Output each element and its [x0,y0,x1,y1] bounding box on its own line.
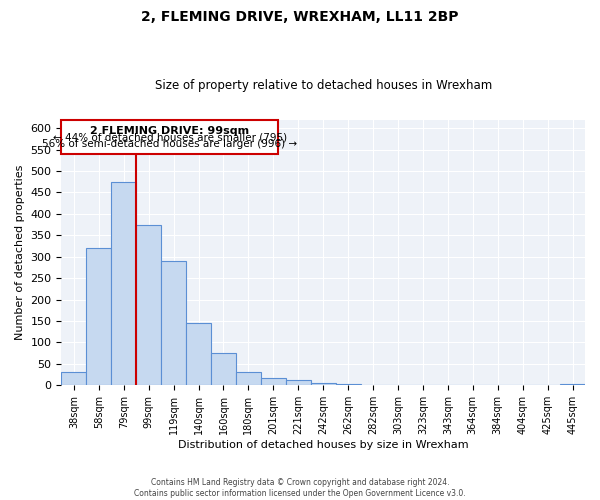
Bar [111,182,136,386]
Bar [61,372,86,386]
FancyBboxPatch shape [61,120,278,154]
X-axis label: Distribution of detached houses by size in Wrexham: Distribution of detached houses by size … [178,440,469,450]
Text: ← 44% of detached houses are smaller (795): ← 44% of detached houses are smaller (79… [53,132,287,142]
Text: 2 FLEMING DRIVE: 99sqm: 2 FLEMING DRIVE: 99sqm [90,126,250,136]
Bar [311,383,335,386]
Bar [161,261,186,386]
Text: 56% of semi-detached houses are larger (996) →: 56% of semi-detached houses are larger (… [42,140,298,149]
Title: Size of property relative to detached houses in Wrexham: Size of property relative to detached ho… [155,79,492,92]
Bar [236,372,261,386]
Bar [136,224,161,386]
Bar [335,384,361,386]
Bar [261,378,286,386]
Y-axis label: Number of detached properties: Number of detached properties [15,165,25,340]
Text: 2, FLEMING DRIVE, WREXHAM, LL11 2BP: 2, FLEMING DRIVE, WREXHAM, LL11 2BP [141,10,459,24]
Bar [86,248,111,386]
Bar [286,380,311,386]
Bar [186,323,211,386]
Bar [560,384,585,386]
Bar [211,353,236,386]
Text: Contains HM Land Registry data © Crown copyright and database right 2024.
Contai: Contains HM Land Registry data © Crown c… [134,478,466,498]
